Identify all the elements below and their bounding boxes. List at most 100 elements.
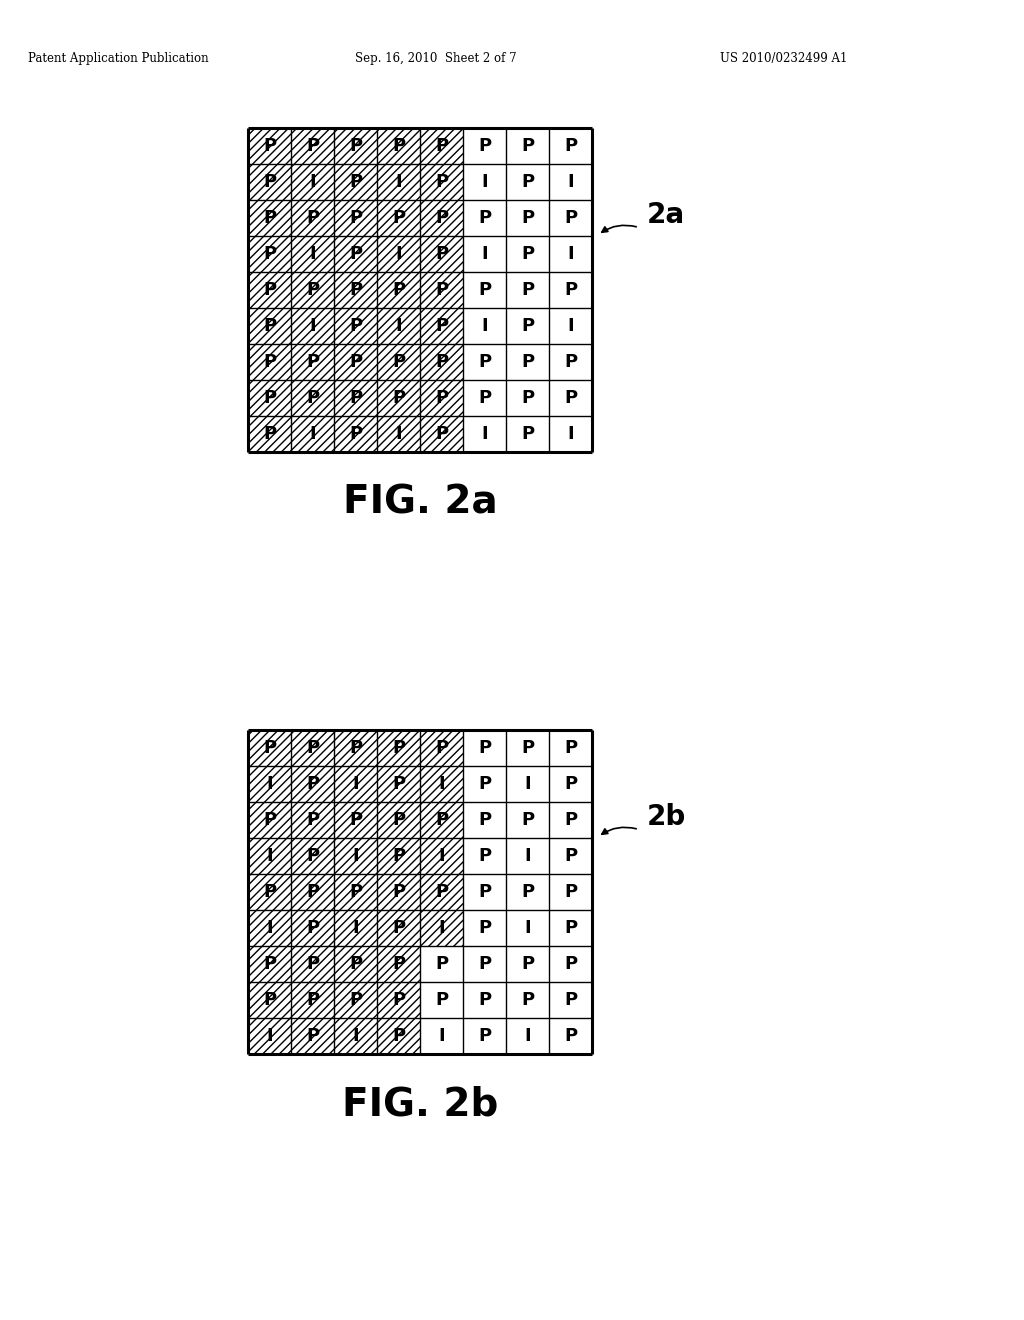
Text: P: P	[349, 317, 362, 335]
Bar	[334, 730, 377, 766]
Text: P: P	[306, 1027, 319, 1045]
Text: P: P	[435, 739, 449, 756]
Text: I: I	[481, 425, 487, 444]
Bar	[463, 874, 506, 909]
Text: P: P	[392, 810, 406, 829]
Text: I: I	[352, 847, 358, 865]
Text: P: P	[435, 352, 449, 371]
Bar	[463, 1018, 506, 1053]
Text: P: P	[349, 137, 362, 154]
Bar	[549, 766, 592, 803]
Text: P: P	[349, 352, 362, 371]
Bar	[463, 236, 506, 272]
Bar	[334, 272, 377, 308]
Bar	[334, 1018, 377, 1053]
Text: P: P	[478, 281, 492, 300]
Bar	[549, 345, 592, 380]
Text: P: P	[478, 137, 492, 154]
Bar	[334, 236, 377, 272]
Text: I: I	[438, 775, 444, 793]
Bar	[506, 838, 549, 874]
Text: P: P	[564, 281, 578, 300]
Text: P: P	[564, 991, 578, 1008]
Bar	[420, 416, 463, 451]
Bar	[248, 345, 291, 380]
Bar	[549, 380, 592, 416]
Text: P: P	[263, 246, 276, 263]
Text: I: I	[524, 919, 530, 937]
Bar	[506, 1018, 549, 1053]
Text: I: I	[352, 775, 358, 793]
Text: P: P	[478, 352, 492, 371]
Text: P: P	[392, 847, 406, 865]
Bar	[291, 803, 334, 838]
Bar	[549, 236, 592, 272]
Text: FIG. 2a: FIG. 2a	[343, 483, 498, 521]
Bar	[463, 345, 506, 380]
Text: P: P	[349, 991, 362, 1008]
Bar	[463, 730, 506, 766]
Text: P: P	[478, 739, 492, 756]
Text: P: P	[564, 847, 578, 865]
Text: I: I	[395, 246, 401, 263]
Text: P: P	[263, 281, 276, 300]
Bar	[506, 909, 549, 946]
Text: P: P	[478, 1027, 492, 1045]
Bar	[248, 164, 291, 201]
Bar	[549, 1018, 592, 1053]
Text: I: I	[309, 425, 315, 444]
Bar	[506, 128, 549, 164]
Bar	[420, 128, 463, 164]
Bar	[248, 308, 291, 345]
Bar	[549, 838, 592, 874]
Bar	[334, 766, 377, 803]
Text: P: P	[263, 954, 276, 973]
Bar	[549, 982, 592, 1018]
Bar	[377, 236, 420, 272]
Bar	[420, 909, 463, 946]
Text: P: P	[435, 991, 449, 1008]
Text: I: I	[438, 847, 444, 865]
Text: 2a: 2a	[647, 202, 685, 230]
Text: P: P	[349, 209, 362, 227]
Bar	[334, 909, 377, 946]
Bar	[248, 1018, 291, 1053]
Text: I: I	[567, 246, 573, 263]
Text: P: P	[435, 389, 449, 407]
Bar	[420, 272, 463, 308]
Text: P: P	[435, 883, 449, 902]
Text: I: I	[567, 317, 573, 335]
Bar	[248, 236, 291, 272]
FancyArrowPatch shape	[602, 226, 636, 232]
Bar	[420, 201, 463, 236]
Bar	[549, 730, 592, 766]
Text: P: P	[392, 137, 406, 154]
Text: I: I	[524, 847, 530, 865]
Bar	[420, 308, 463, 345]
Bar	[377, 308, 420, 345]
Text: P: P	[263, 810, 276, 829]
Text: P: P	[521, 810, 535, 829]
Bar	[463, 416, 506, 451]
Bar	[377, 982, 420, 1018]
Bar	[248, 946, 291, 982]
Bar	[420, 766, 463, 803]
Bar	[248, 766, 291, 803]
Bar	[420, 874, 463, 909]
Bar	[549, 803, 592, 838]
Bar	[334, 946, 377, 982]
Bar	[506, 982, 549, 1018]
Text: P: P	[435, 954, 449, 973]
Text: P: P	[435, 209, 449, 227]
Bar	[463, 946, 506, 982]
Bar	[420, 236, 463, 272]
Bar	[248, 982, 291, 1018]
Text: P: P	[306, 847, 319, 865]
Text: P: P	[435, 173, 449, 191]
Bar	[420, 982, 463, 1018]
Text: P: P	[349, 173, 362, 191]
Bar	[463, 128, 506, 164]
Bar	[506, 201, 549, 236]
Bar	[377, 874, 420, 909]
Text: I: I	[309, 246, 315, 263]
